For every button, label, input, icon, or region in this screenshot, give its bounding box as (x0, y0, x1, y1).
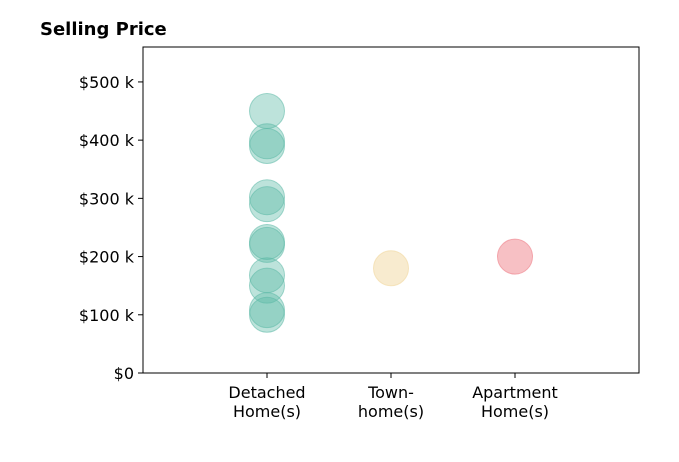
data-point (497, 238, 533, 275)
data-points (249, 93, 533, 333)
x-tick-label: Home(s) (481, 402, 549, 421)
y-tick-label: $300 k (79, 189, 135, 208)
plot-frame (142, 46, 640, 374)
data-point (249, 127, 285, 164)
x-tick-label: Detached (228, 383, 305, 402)
y-tick-label: $500 k (79, 73, 135, 92)
x-tick-label: Town- (367, 383, 414, 402)
y-tick-label: $400 k (79, 131, 135, 150)
y-tick-label: $0 (114, 364, 134, 383)
x-tick-label: Home(s) (233, 402, 301, 421)
data-point (249, 93, 285, 130)
y-tick-label: $200 k (79, 248, 135, 267)
data-point (249, 292, 285, 329)
data-point (249, 179, 285, 216)
data-point (249, 226, 285, 263)
x-axis: DetachedHome(s)Town-home(s)ApartmentHome… (228, 373, 558, 421)
y-tick-label: $100 k (79, 306, 135, 325)
x-tick-label: home(s) (358, 402, 424, 421)
x-tick-label: Apartment (472, 383, 558, 402)
chart-title: Selling Price (40, 19, 167, 40)
data-point (249, 296, 285, 333)
data-point (249, 123, 285, 160)
y-axis: $0 $100 k $200 k $300 k $400 k $500 k (79, 73, 143, 383)
data-point (373, 250, 409, 287)
data-point (249, 186, 285, 223)
